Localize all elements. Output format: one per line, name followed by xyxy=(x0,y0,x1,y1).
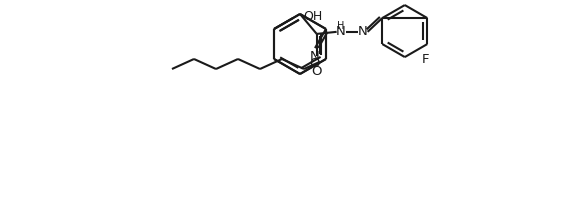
Text: F: F xyxy=(422,53,429,66)
Text: N: N xyxy=(310,50,320,64)
Text: OH: OH xyxy=(303,10,323,22)
Text: N: N xyxy=(358,25,368,38)
Text: O: O xyxy=(311,65,322,78)
Text: N: N xyxy=(336,25,346,38)
Text: H: H xyxy=(337,21,345,31)
Text: O: O xyxy=(310,57,320,70)
